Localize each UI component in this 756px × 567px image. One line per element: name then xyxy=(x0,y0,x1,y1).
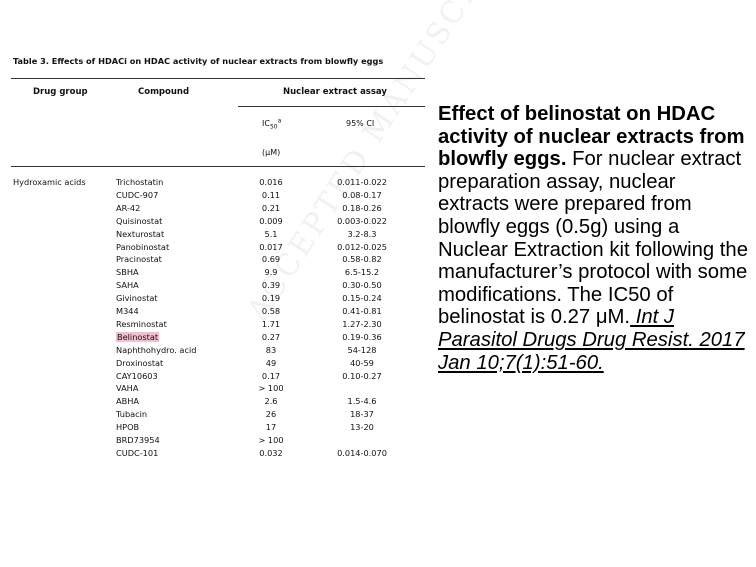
ic50-cell: 0.58 xyxy=(261,306,281,316)
compound-cell: Givinostat xyxy=(116,293,158,304)
ci-cell: 6.5-15.2 xyxy=(344,267,380,278)
compound-cell: Tubacin xyxy=(116,409,148,420)
ci-cell: 13-20 xyxy=(350,422,374,433)
compound-cell: AR-42 xyxy=(116,202,141,213)
compound-cell: Droxinostat xyxy=(116,357,164,368)
compound-cell: Naphthohydro. acid xyxy=(116,344,197,355)
compound-cell: VAHA xyxy=(116,383,139,394)
ci-cell: 0.014-0.070 xyxy=(337,447,387,458)
compound-cell: Resminostat xyxy=(116,318,167,329)
ci-cell: 0.41-0.81 xyxy=(342,306,382,316)
ic50-cell: 83 xyxy=(265,344,277,355)
ic50-cell: 0.032 xyxy=(259,447,283,458)
compound-cell: CUDC-907 xyxy=(116,189,159,200)
ci-cell: 0.30-0.50 xyxy=(342,280,382,291)
figure-caption: Effect of belinostat on HDAC activity of… xyxy=(438,103,752,374)
table-figure: ACCEPTED MANUSCRIPT Table 3. Effects of … xyxy=(11,0,523,458)
ci-cell: 40-59 xyxy=(350,357,374,368)
compound-cell: Pracinostat xyxy=(116,254,162,265)
ic50-header-label: IC50a xyxy=(262,117,282,131)
compound-cell: ABHA xyxy=(116,396,139,407)
compound-cell: Belinostat xyxy=(116,331,160,342)
ic50-cell: 0.27 xyxy=(261,331,281,342)
ci-cell: 0.011-0.022 xyxy=(337,177,387,187)
compound-cell: CAY10603 xyxy=(116,370,158,381)
ic50-cell: 0.016 xyxy=(259,177,283,187)
ci-cell: 1.5-4.6 xyxy=(347,396,377,407)
ci-cell: 0.15-0.24 xyxy=(342,293,382,304)
compound-cell: M344 xyxy=(116,306,139,316)
assay-header-rule xyxy=(238,106,425,107)
ci-cell: 0.10-0.27 xyxy=(342,370,382,381)
ci-cell: 3.2-8.3 xyxy=(347,228,377,239)
drug-group-label: Hydroxamic acids xyxy=(13,177,86,187)
compound-cell: SAHA xyxy=(116,280,139,291)
ic50-cell: 17 xyxy=(265,422,277,433)
table-top-rule xyxy=(11,78,425,79)
ci-cell: 18-37 xyxy=(350,409,374,420)
ic50-cell: 26 xyxy=(265,409,277,420)
ic50-cell: 0.009 xyxy=(259,215,283,226)
ic50-header: IC50a xyxy=(262,117,281,130)
compound-cell: SBHA xyxy=(116,267,139,278)
caption-title: Effect of belinostat on HDAC activity of… xyxy=(438,103,745,171)
citation-link[interactable]: Int J Parasitol Drugs Drug Resist. 2017 … xyxy=(438,306,745,374)
unit-label: (μM) xyxy=(262,148,281,157)
compound-cell: CUDC-101 xyxy=(116,447,159,458)
header-compound: Compound xyxy=(138,87,190,97)
ci-cell: 54-128 xyxy=(347,344,377,355)
ci-cell: 0.19-0.36 xyxy=(342,331,382,342)
compound-cell: BRD73954 xyxy=(116,435,160,445)
ic50-cell: 49 xyxy=(265,357,277,368)
ci-cell: 0.18-0.26 xyxy=(342,202,382,213)
ci-header: 95% CI xyxy=(346,119,375,128)
compound-cell: Quisinostat xyxy=(116,215,163,226)
compound-cell: Panobinostat xyxy=(116,241,170,252)
ci-cell: 0.012-0.025 xyxy=(337,241,387,252)
ic50-cell: 0.17 xyxy=(261,370,281,381)
ic50-cell: 0.19 xyxy=(261,293,281,304)
compound-cell: Trichostatin xyxy=(116,177,164,187)
ic50-cell: 2.6 xyxy=(264,396,278,407)
ic50-cell: 0.21 xyxy=(261,202,281,213)
header-drug-group: Drug group xyxy=(33,87,88,97)
ic50-cell: 0.11 xyxy=(261,189,281,200)
compound-cell: HPOB xyxy=(116,422,140,433)
ci-cell: 1.27-2.30 xyxy=(342,318,382,329)
ic50-cell: > 100 xyxy=(258,435,284,445)
ic50-cell: 0.69 xyxy=(261,254,281,265)
ci-cell: 0.08-0.17 xyxy=(342,189,382,200)
compound-cell: Nexturostat xyxy=(116,228,165,239)
ci-cell: 0.003-0.022 xyxy=(337,215,387,226)
ic50-cell: 0.017 xyxy=(259,241,283,252)
ic50-cell: 0.39 xyxy=(261,280,281,291)
caption-body: For nuclear extract preparation assay, n… xyxy=(438,148,748,329)
ic50-cell: 9.9 xyxy=(264,267,278,278)
ci-cell: 0.58-0.82 xyxy=(342,254,382,265)
header-bottom-rule xyxy=(11,166,425,167)
ic50-cell: > 100 xyxy=(258,383,284,394)
ic50-cell: 5.1 xyxy=(264,228,278,239)
table-caption: Table 3. Effects of HDACi on HDAC activi… xyxy=(13,56,384,66)
ic50-cell: 1.71 xyxy=(261,318,281,329)
header-assay: Nuclear extract assay xyxy=(283,87,387,97)
